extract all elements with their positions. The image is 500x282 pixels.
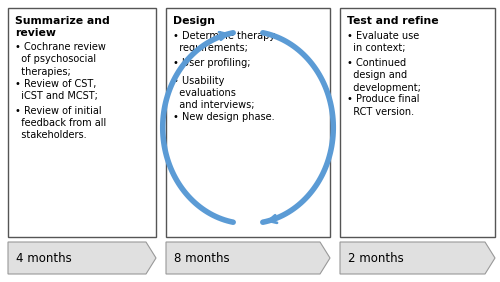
- Text: Test and refine: Test and refine: [347, 16, 438, 26]
- Text: • Evaluate use
  in context;: • Evaluate use in context;: [347, 31, 419, 53]
- Bar: [166, 8, 330, 237]
- Text: 8 months: 8 months: [174, 252, 230, 265]
- Text: Summarize and
review: Summarize and review: [15, 16, 110, 38]
- Text: 4 months: 4 months: [16, 252, 72, 265]
- Text: • Continued
  design and
  development;: • Continued design and development;: [347, 58, 421, 93]
- Polygon shape: [8, 242, 156, 274]
- Text: • Determine therapy
  requirements;: • Determine therapy requirements;: [173, 31, 275, 53]
- Polygon shape: [340, 242, 495, 274]
- Text: • User profiling;: • User profiling;: [173, 58, 250, 68]
- Text: Design: Design: [173, 16, 215, 26]
- Text: • New design phase.: • New design phase.: [173, 112, 274, 122]
- Bar: [340, 8, 495, 237]
- Text: • Review of CST,
  iCST and MCST;: • Review of CST, iCST and MCST;: [15, 78, 98, 101]
- Text: • Usability
  evaluations
  and interviews;: • Usability evaluations and interviews;: [173, 76, 254, 110]
- Text: • Cochrane review
  of psychosocial
  therapies;: • Cochrane review of psychosocial therap…: [15, 42, 106, 77]
- Text: 2 months: 2 months: [348, 252, 404, 265]
- Text: • Produce final
  RCT version.: • Produce final RCT version.: [347, 94, 420, 117]
- Bar: [8, 8, 156, 237]
- Polygon shape: [166, 242, 330, 274]
- Text: • Review of initial
  feedback from all
  stakeholders.: • Review of initial feedback from all st…: [15, 105, 106, 140]
